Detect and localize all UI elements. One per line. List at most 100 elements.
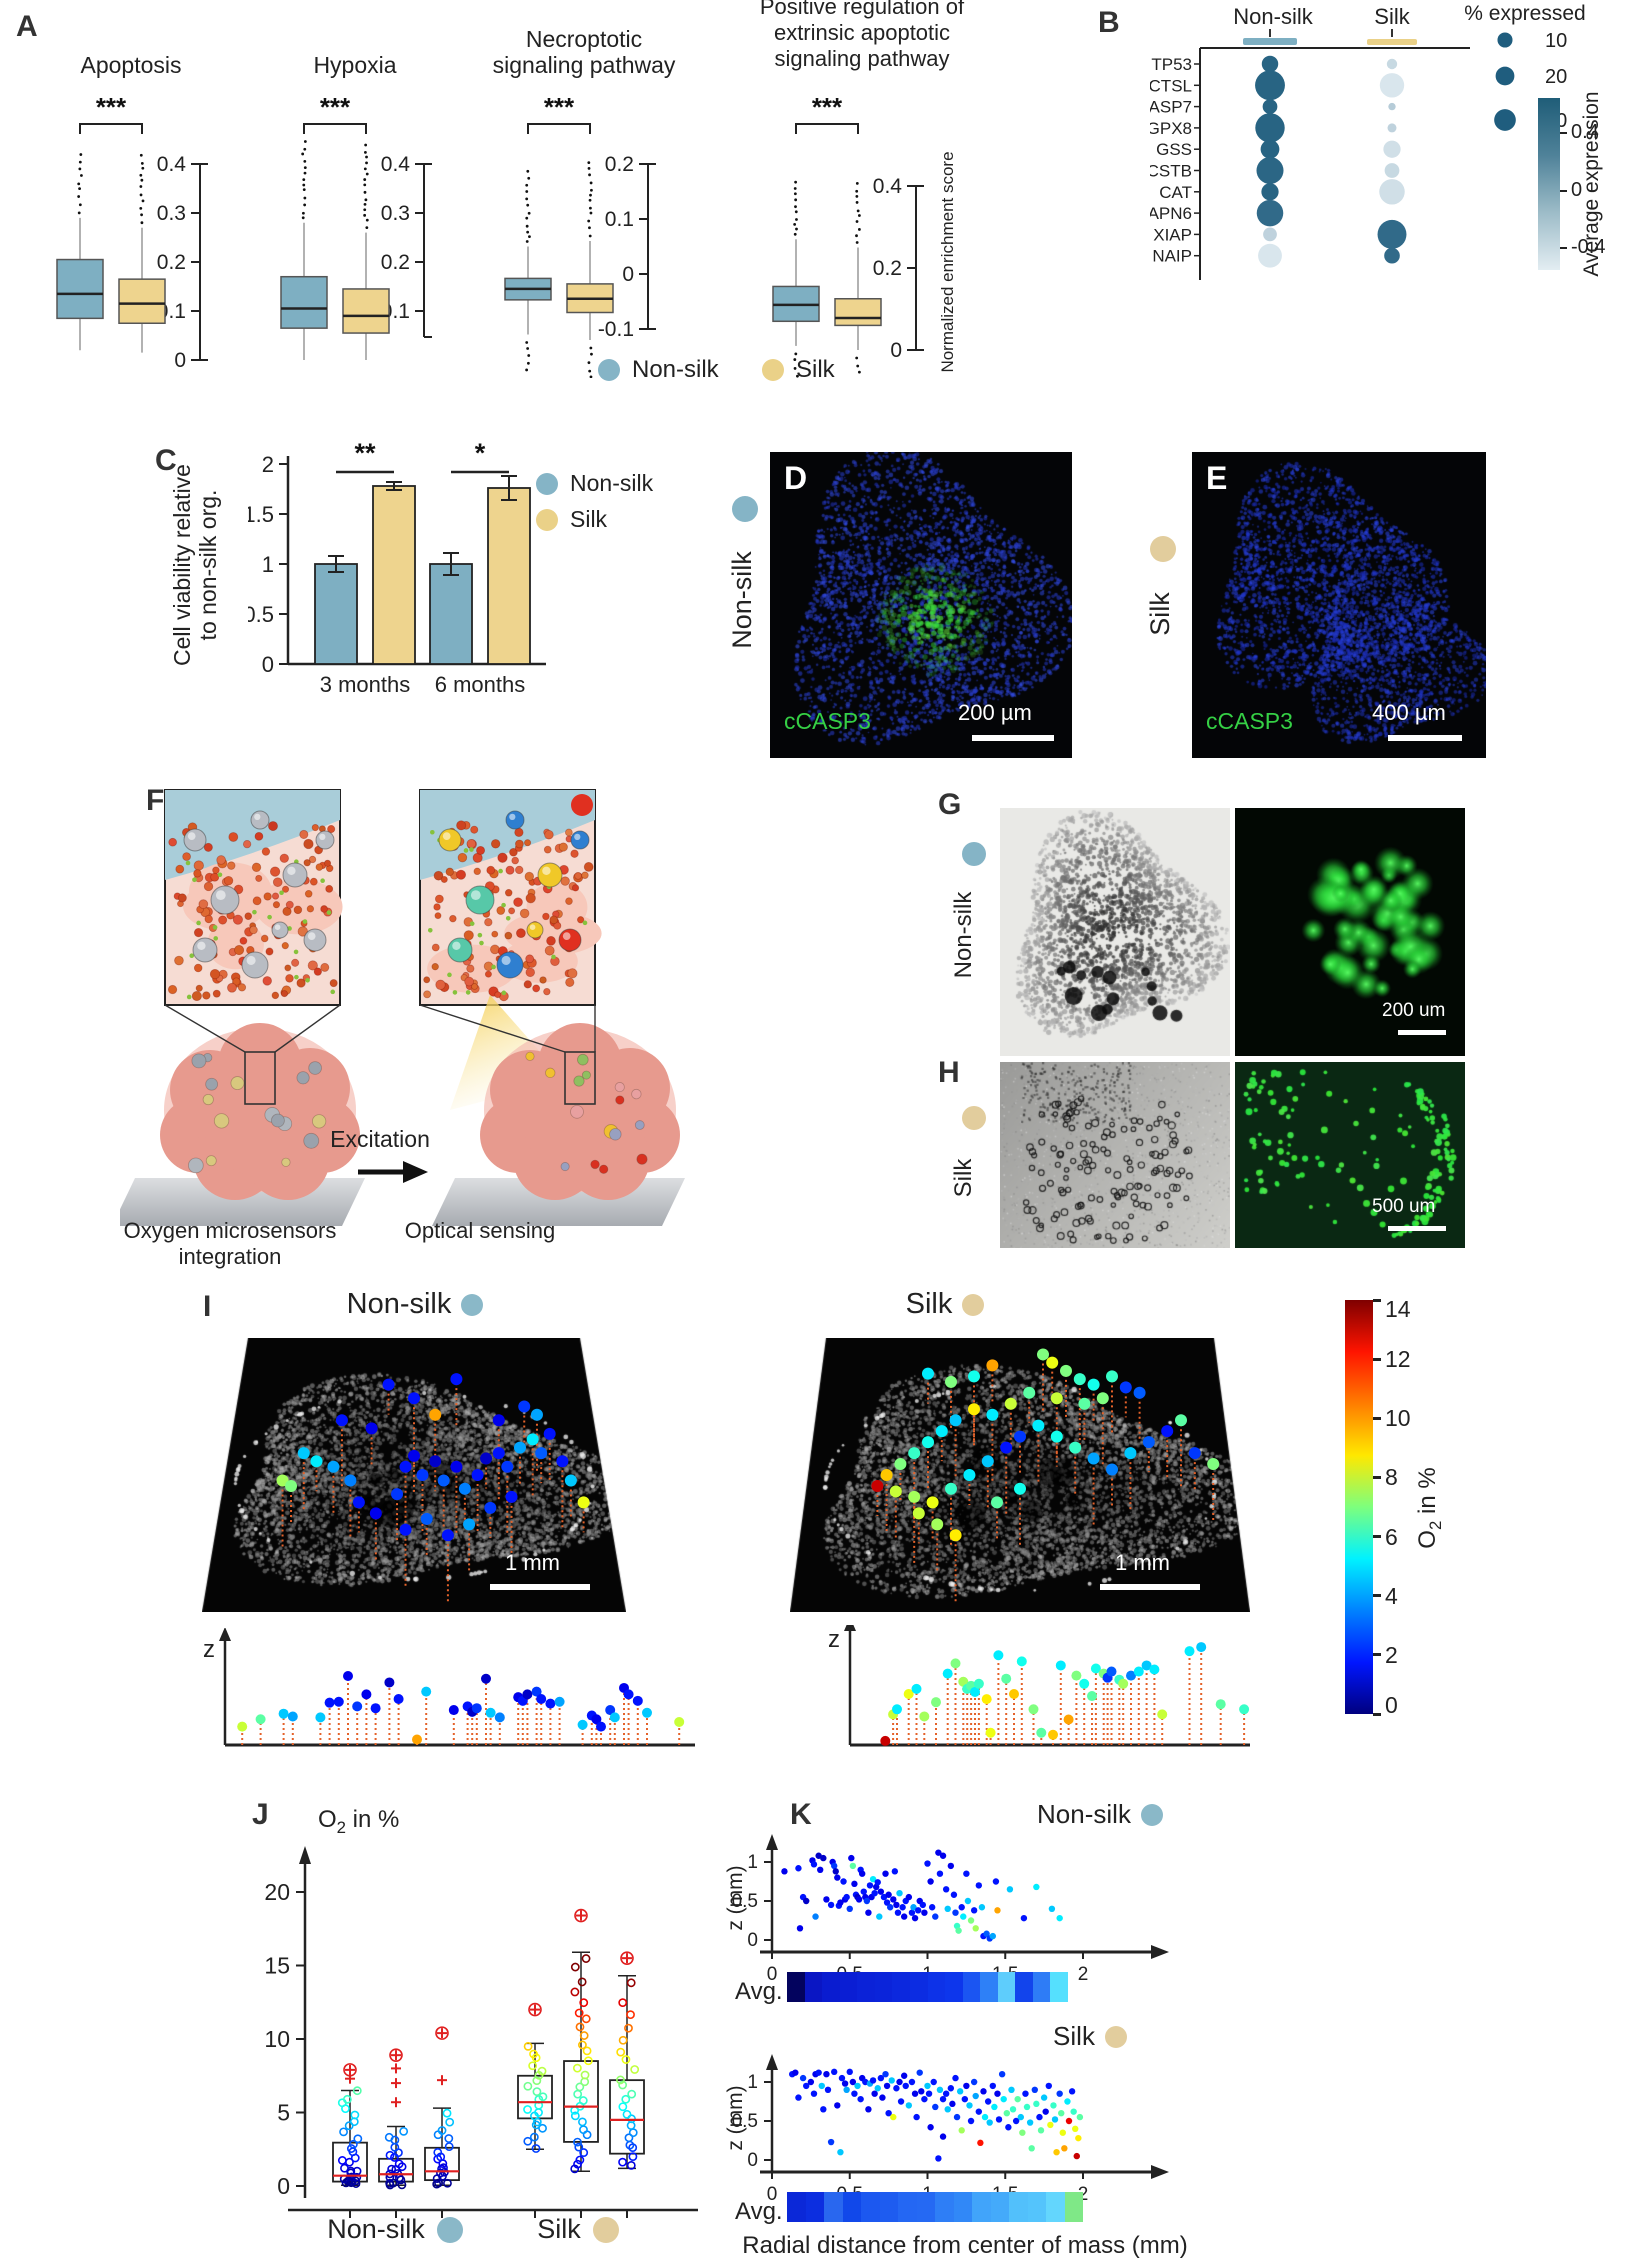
svg-text:0.2: 0.2: [157, 251, 186, 274]
svg-text:TP53: TP53: [1151, 55, 1192, 74]
nonsilk-dot-icon: [461, 1294, 483, 1316]
e-side-label: Silk: [1145, 559, 1175, 669]
excitation-label: Excitation: [290, 1126, 470, 1153]
i-title-silk-text: Silk: [906, 1288, 953, 1321]
h-fluorescence-image: [1235, 1062, 1465, 1248]
necroptotic-boxplot: 0.2 0.1 0 -0.1 ***: [476, 78, 692, 378]
title-line: signaling pathway: [775, 46, 950, 72]
pct-expressed-title: % expressed: [1445, 2, 1605, 26]
panel-b-label: B: [1098, 6, 1120, 40]
c-legend-silk: Silk: [536, 506, 607, 533]
h-scale-bar: [1388, 1226, 1446, 1231]
svg-text:0.4: 0.4: [157, 153, 187, 176]
k-silk-scatter: 10.5000.511.52: [715, 2050, 1185, 2215]
i-right-scale-text: 1 mm: [1115, 1550, 1170, 1576]
nonsilk-dot-icon: [437, 2217, 463, 2243]
svg-text:10: 10: [264, 2026, 290, 2052]
svg-text:0: 0: [747, 1930, 758, 1951]
svg-text:***: ***: [544, 92, 575, 122]
svg-text:***: ***: [96, 92, 127, 122]
d-marker-label: cCASP3: [784, 708, 871, 735]
svg-text:6 months: 6 months: [435, 672, 526, 697]
e-scale-bar: [1388, 735, 1462, 741]
legend-silk-label: Silk: [796, 356, 835, 384]
title-line: Necroptotic: [526, 26, 642, 52]
hypoxia-boxplot: 0.40.30.20.1***: [252, 78, 458, 378]
svg-text:***: ***: [812, 92, 843, 122]
k-nonsilk-scatter: 10.5000.511.52: [715, 1830, 1185, 1995]
svg-text:0: 0: [174, 349, 186, 372]
svg-text:CAT: CAT: [1159, 183, 1192, 202]
k-top-avg-label: Avg.: [735, 1978, 783, 2006]
k-silk-avg-strip: [787, 2192, 1083, 2222]
figure-root: A Apoptosis Hypoxia Necroptotic signaling…: [0, 0, 1631, 2268]
silk-dot-icon: [1105, 2026, 1127, 2048]
svg-text:0.1: 0.1: [605, 208, 634, 231]
panel-k-label: K: [790, 1798, 812, 1832]
c-legend-nonsilk-label: Non-silk: [570, 470, 653, 497]
svg-text:0: 0: [622, 263, 634, 286]
title-line: extrinsic apoptotic: [774, 20, 950, 46]
svg-text:0.4: 0.4: [873, 175, 903, 198]
svg-text:10: 10: [1545, 30, 1567, 52]
k-bottom-avg-label: Avg.: [735, 2198, 783, 2226]
title-line: Apoptosis: [80, 52, 181, 78]
extrinsic-apoptotic-title: Positive regulation of extrinsic apoptoti…: [744, 10, 980, 72]
c-y-axis-label: Cell viability relative to non-silk org.: [169, 455, 221, 675]
i-silk-sensor-overlay: [790, 1338, 1250, 1612]
j-group-nonsilk: Non-silk: [295, 2214, 495, 2245]
svg-text:5: 5: [277, 2100, 290, 2126]
svg-text:-0.1: -0.1: [598, 318, 634, 341]
nes-axis-label: Normalized enrichment score: [938, 132, 962, 392]
d-scale-text: 200 µm: [958, 700, 1032, 726]
h-scale-text: 500 um: [1372, 1196, 1435, 1218]
k-nonsilk-avg-strip: [787, 1972, 1068, 2002]
i-nonsilk-z-stemplot: z: [190, 1628, 710, 1798]
svg-text:XIAP: XIAP: [1153, 225, 1192, 244]
panel-i-label: I: [203, 1290, 211, 1324]
svg-text:1: 1: [747, 2072, 758, 2093]
expression-dotplot: TP53CTSLCASP7GPX8GSSCSTBCATCAPN6XIAPNAIP: [1150, 28, 1480, 293]
h-silk-dot-icon: [962, 1106, 986, 1130]
g-brightfield-image: [1000, 808, 1230, 1056]
panel-g-label: G: [938, 788, 961, 822]
i-right-scale-bar: [1100, 1584, 1200, 1590]
svg-text:***: ***: [320, 92, 351, 122]
silk-dot-icon: [536, 509, 558, 531]
g-side-label: Non-silk: [950, 870, 976, 1000]
nonsilk-dot-icon: [1141, 1804, 1163, 1826]
svg-text:2: 2: [262, 452, 274, 477]
svg-text:0: 0: [277, 2173, 290, 2199]
e-marker-label: cCASP3: [1206, 708, 1293, 735]
c-ylabel-line2: to non-silk org.: [195, 455, 221, 675]
o2-colorbar-label: O2 in %: [1414, 1433, 1440, 1583]
svg-text:2: 2: [1078, 1964, 1089, 1985]
legend-silk: Silk: [762, 356, 835, 384]
svg-text:0.2: 0.2: [873, 257, 902, 280]
legend-nonsilk-label: Non-silk: [632, 356, 719, 384]
h-brightfield-image: [1000, 1062, 1230, 1248]
svg-text:NAIP: NAIP: [1152, 247, 1192, 266]
hypoxia-title: Hypoxia: [252, 16, 458, 78]
j-group-silk: Silk: [498, 2214, 658, 2245]
j-group-nonsilk-label: Non-silk: [327, 2214, 425, 2245]
svg-text:GSS: GSS: [1156, 140, 1192, 159]
panel-h-label: H: [938, 1056, 960, 1090]
svg-text:0.2: 0.2: [605, 153, 634, 176]
i-left-scale-text: 1 mm: [505, 1550, 560, 1576]
d-nonsilk-dot-icon: [732, 496, 758, 522]
sensor-illustration: [120, 780, 720, 1250]
f-caption-right: Optical sensing: [350, 1218, 610, 1244]
svg-text:0.3: 0.3: [157, 202, 186, 225]
legend-nonsilk: Non-silk: [598, 356, 719, 384]
i-left-scale-bar: [490, 1584, 590, 1590]
svg-text:CTSL: CTSL: [1150, 76, 1192, 95]
necroptotic-title: Necroptotic signaling pathway: [476, 16, 692, 78]
d-side-label: Non-silk: [727, 520, 757, 680]
c-legend-silk-label: Silk: [570, 506, 607, 533]
title-line: signaling pathway: [493, 52, 676, 78]
svg-text:0: 0: [747, 2150, 758, 2171]
svg-text:0: 0: [262, 652, 274, 677]
b-col-silk: Silk: [1350, 4, 1434, 30]
svg-text:CAPN6: CAPN6: [1150, 204, 1192, 223]
